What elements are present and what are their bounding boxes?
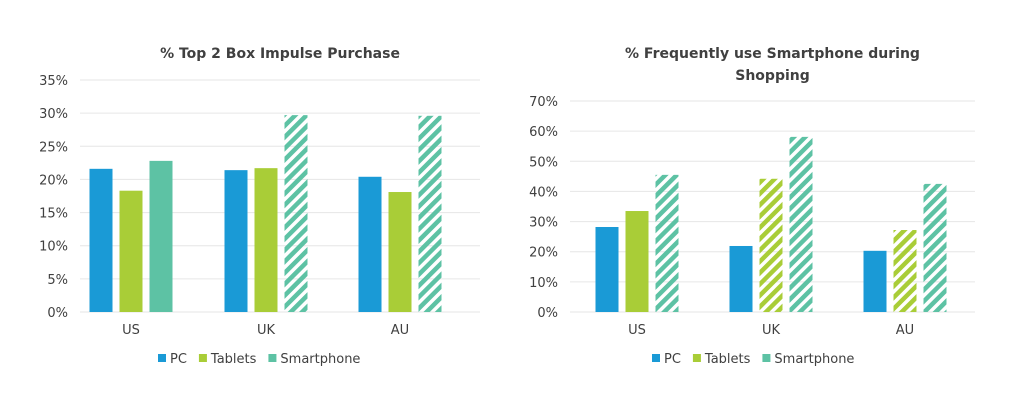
legend-label: Tablets	[210, 352, 257, 367]
bar-tablets-au	[388, 192, 412, 312]
legend-swatch-tablets	[198, 354, 207, 362]
y-tick-label: 35%	[39, 74, 68, 89]
bar-tablets-au	[893, 230, 917, 312]
chart-title: % Top 2 Box Impulse Purchase	[160, 46, 400, 62]
y-tick-label: 15%	[39, 207, 68, 222]
y-tick-label: 0%	[47, 306, 68, 321]
bar-smartphone-uk	[789, 136, 813, 312]
x-tick-label: AU	[391, 323, 409, 338]
bar-smartphone-au	[923, 183, 947, 312]
bar-smartphone-us	[149, 160, 173, 312]
bar-tablets-us	[119, 190, 143, 312]
legend-label: Smartphone	[280, 352, 360, 367]
y-tick-label: 20%	[39, 173, 68, 188]
y-tick-label: 50%	[529, 155, 558, 170]
bar-smartphone-au	[418, 115, 442, 313]
bar-pc-au	[863, 250, 887, 312]
legend-swatch-pc	[158, 354, 166, 362]
bar-pc-au	[358, 176, 382, 312]
bar-pc-uk	[729, 245, 753, 312]
y-tick-label: 0%	[537, 306, 558, 321]
legend-swatch-tablets	[692, 354, 701, 362]
y-tick-label: 40%	[529, 185, 558, 200]
y-tick-label: 20%	[529, 246, 558, 261]
legend-label: PC	[170, 352, 187, 367]
bar-pc-us	[595, 226, 619, 312]
legend-label: PC	[664, 352, 681, 367]
y-tick-label: 10%	[529, 276, 558, 291]
legend-label: Smartphone	[774, 352, 854, 367]
y-tick-label: 30%	[39, 107, 68, 122]
bar-pc-uk	[224, 170, 248, 312]
y-tick-label: 5%	[47, 273, 68, 288]
bar-smartphone-us	[655, 174, 679, 312]
chart-title: % Frequently use Smartphone during	[625, 46, 920, 62]
legend-swatch-smartphone	[762, 354, 771, 362]
legend-swatch-smartphone	[268, 354, 277, 362]
y-tick-label: 30%	[529, 216, 558, 231]
chart-1: % Top 2 Box Impulse Purchase 0% 5% 10% 15% 20…	[39, 46, 480, 367]
x-tick-label: UK	[257, 323, 276, 338]
chart-title: Shopping	[735, 68, 810, 84]
y-tick-label: 60%	[529, 125, 558, 140]
legend-label: Tablets	[704, 352, 751, 367]
y-tick-label: 25%	[39, 140, 68, 155]
bar-pc-us	[89, 168, 113, 312]
y-tick-label: 70%	[529, 95, 558, 110]
bar-smartphone-uk	[284, 115, 308, 312]
bar-tablets-uk	[759, 178, 783, 312]
y-tick-label: 10%	[39, 240, 68, 255]
bar-tablets-uk	[254, 168, 278, 312]
chart-2: % Frequently use Smartphone during Shoppi…	[529, 46, 975, 367]
x-tick-label: AU	[896, 323, 914, 338]
x-tick-label: US	[122, 323, 140, 338]
bar-tablets-us	[625, 211, 649, 312]
legend-swatch-pc	[652, 354, 660, 362]
x-tick-label: US	[628, 323, 646, 338]
x-tick-label: UK	[762, 323, 781, 338]
